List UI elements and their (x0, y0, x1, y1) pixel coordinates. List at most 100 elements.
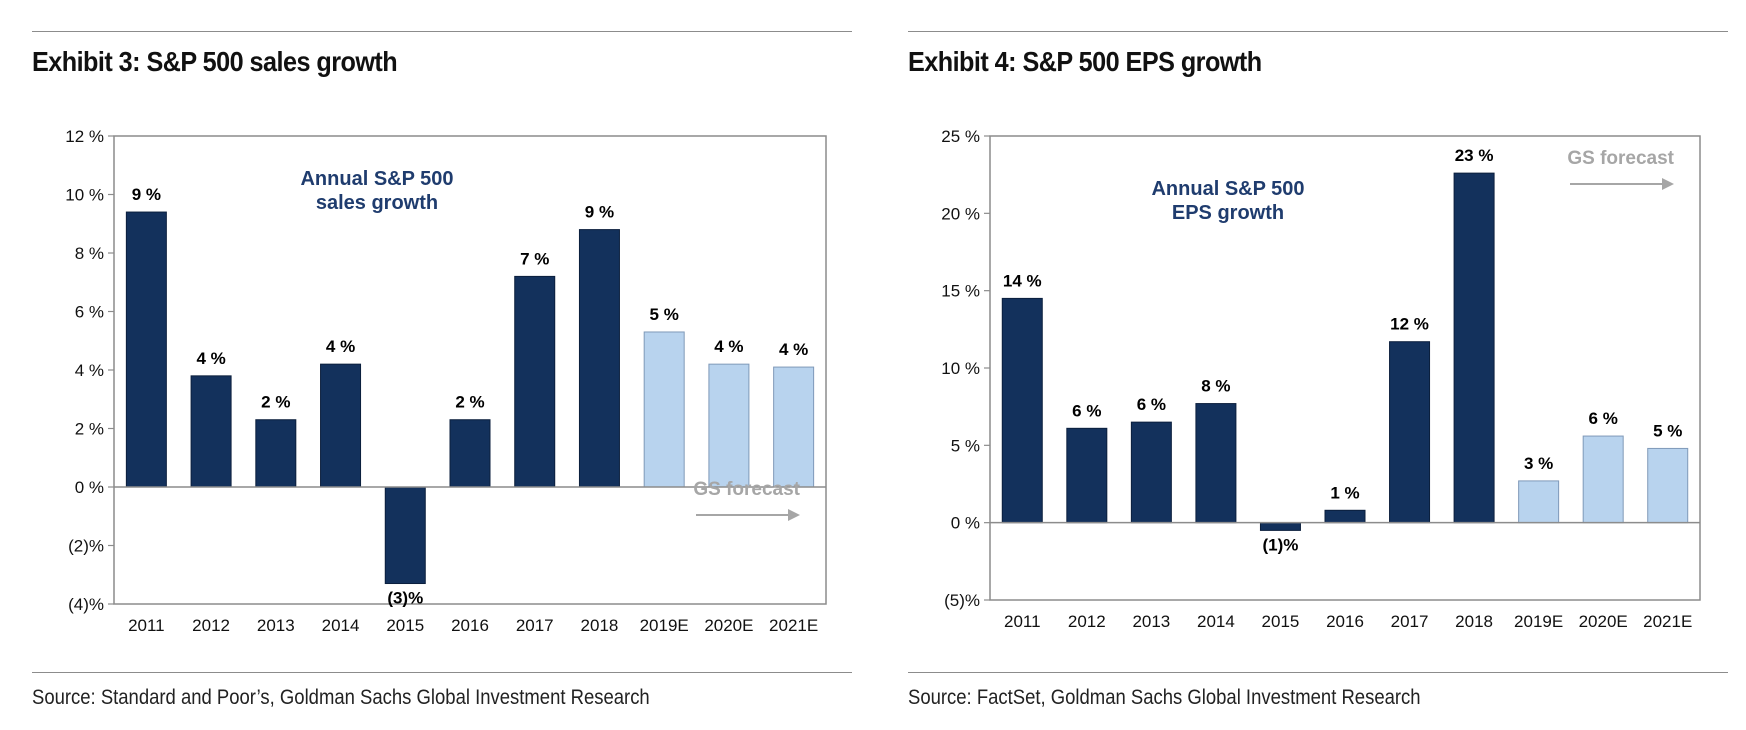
bottom-rule (32, 672, 852, 673)
data-label: 5 % (1653, 421, 1682, 440)
y-tick-label: 0 % (75, 478, 104, 497)
sales-growth-chart: 12 % 10 % 8 % 6 % 4 % 2 % 0 % (2)% (4)% 9 % 2011 4 … (65, 127, 827, 635)
data-label: 7 % (520, 249, 549, 268)
bar (1001, 297, 1043, 524)
x-tick-label: 2021E (1643, 612, 1692, 631)
x-tick-label: 2020E (1579, 612, 1628, 631)
bar (514, 275, 556, 488)
bar (384, 486, 426, 585)
chart-annotation: Annual S&P 500 (1151, 178, 1304, 200)
top-rule (32, 31, 852, 32)
y-tick-label: 10 % (65, 186, 104, 205)
x-tick-label: 2012 (1068, 612, 1106, 631)
data-label: 12 % (1390, 315, 1429, 334)
data-label: (3)% (387, 589, 423, 608)
bar (1389, 341, 1431, 524)
y-tick-label: 20 % (941, 204, 980, 223)
x-tick-label: 2014 (1197, 612, 1235, 631)
x-tick-label: 2013 (257, 616, 295, 635)
x-tick-label: 2015 (386, 616, 424, 635)
data-label: 8 % (1201, 377, 1230, 396)
y-tick-label: (4)% (68, 595, 104, 614)
x-tick-label: 2012 (192, 616, 230, 635)
x-tick-label: 2014 (322, 616, 360, 635)
source-note: Source: FactSet, Goldman Sachs Global In… (908, 686, 1421, 709)
bar (1518, 480, 1560, 524)
bar (1453, 172, 1495, 524)
y-tick-label: 0 % (951, 514, 980, 533)
exhibit-3: Exhibit 3: S&P 500 sales growth 12 % 10 %… (32, 0, 852, 730)
x-tick-label: 2015 (1262, 612, 1300, 631)
bar (708, 363, 750, 488)
y-tick-label: 12 % (65, 127, 104, 146)
bar (255, 419, 297, 488)
plot-frame (989, 135, 1701, 601)
x-tick-label: 2017 (516, 616, 554, 635)
bar (578, 229, 620, 488)
y-tick-label: 4 % (75, 361, 104, 380)
bar (1582, 435, 1624, 524)
x-tick-label: 2018 (1455, 612, 1493, 631)
data-label: 6 % (1137, 395, 1166, 414)
forecast-arrow-icon (1662, 178, 1674, 190)
bar (1066, 427, 1108, 524)
bar (1130, 421, 1172, 524)
chart-annotation: sales growth (316, 192, 438, 214)
eps-growth-chart: 25 % 20 % 15 % 10 % 5 % 0 % (5)% 14 % 2011 6 % 201… (941, 127, 1701, 631)
x-tick-label: 2016 (451, 616, 489, 635)
y-tick-label: 25 % (941, 127, 980, 146)
exhibit-title: Exhibit 3: S&P 500 sales growth (32, 46, 398, 77)
bar (1324, 509, 1366, 524)
chart-annotation: Annual S&P 500 (300, 168, 453, 190)
x-tick-label: 2016 (1326, 612, 1364, 631)
x-tick-label: 2017 (1391, 612, 1429, 631)
x-tick-label: 2013 (1132, 612, 1170, 631)
bar (1647, 447, 1689, 524)
y-tick-label: 5 % (951, 436, 980, 455)
forecast-label: GS forecast (1567, 148, 1674, 169)
y-tick-label: 15 % (941, 282, 980, 301)
x-tick-label: 2018 (581, 616, 619, 635)
y-tick-label: 6 % (75, 303, 104, 322)
bar (125, 211, 167, 488)
top-rule (908, 31, 1728, 32)
data-label: (1)% (1263, 535, 1299, 554)
forecast-label: GS forecast (693, 479, 800, 500)
y-tick-label: 10 % (941, 359, 980, 378)
exhibit-4: Exhibit 4: S&P 500 EPS growth 25 % 20 % 15… (908, 0, 1728, 730)
bar (1195, 403, 1237, 524)
bar (190, 375, 232, 488)
x-tick-label: 2011 (1004, 612, 1041, 631)
x-tick-label: 2021E (769, 616, 818, 635)
y-tick-label: (2)% (68, 537, 104, 556)
bar (643, 331, 685, 488)
data-label: 4 % (714, 337, 743, 356)
data-label: 2 % (455, 393, 484, 412)
data-label: 4 % (779, 340, 808, 359)
data-label: 1 % (1330, 483, 1359, 502)
data-label: 4 % (326, 337, 355, 356)
data-label: 14 % (1003, 271, 1042, 290)
bar (1259, 522, 1301, 531)
y-tick-label: (5)% (944, 591, 980, 610)
data-label: 4 % (196, 349, 225, 368)
x-tick-label: 2011 (128, 616, 165, 635)
bar (320, 363, 362, 488)
chart-annotation: EPS growth (1172, 202, 1284, 224)
data-label: 5 % (650, 305, 679, 324)
bar (449, 419, 491, 488)
data-label: 6 % (1072, 401, 1101, 420)
y-tick-label: 2 % (75, 420, 104, 439)
x-tick-label: 2019E (1514, 612, 1563, 631)
data-label: 2 % (261, 393, 290, 412)
source-note: Source: Standard and Poor’s, Goldman Sac… (32, 686, 650, 709)
data-label: 9 % (585, 203, 614, 222)
forecast-arrow-icon (788, 509, 800, 521)
x-tick-label: 2020E (704, 616, 753, 635)
exhibit-title: Exhibit 4: S&P 500 EPS growth (908, 46, 1262, 77)
data-label: 23 % (1455, 146, 1494, 165)
bar (773, 366, 815, 488)
x-tick-label: 2019E (640, 616, 689, 635)
y-tick-label: 8 % (75, 244, 104, 263)
data-label: 3 % (1524, 454, 1553, 473)
